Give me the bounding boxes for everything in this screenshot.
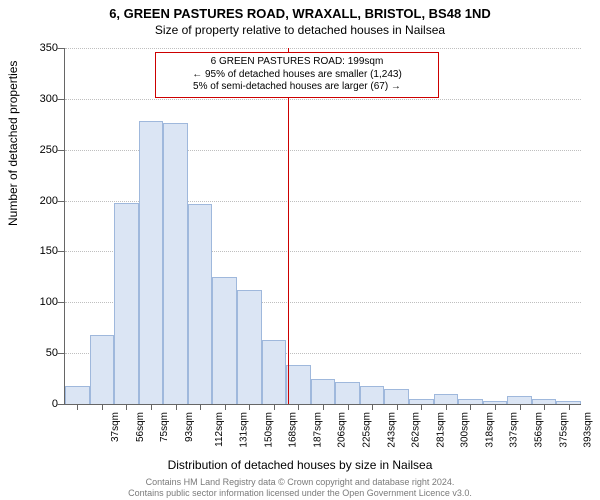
x-tick-label: 75sqm (159, 412, 170, 442)
x-tick-label: 131sqm (239, 412, 250, 448)
plot-area: 6 GREEN PASTURES ROAD: 199sqm ← 95% of d… (64, 48, 581, 405)
x-tick (372, 404, 373, 410)
y-tick-label: 250 (18, 144, 58, 156)
reference-marker-line (288, 48, 289, 404)
x-tick (323, 404, 324, 410)
x-tick (126, 404, 127, 410)
x-tick-label: 281sqm (435, 412, 446, 448)
histogram-bar (163, 123, 188, 404)
chart-footer: Contains HM Land Registry data © Crown c… (0, 477, 600, 498)
y-tick (57, 150, 65, 151)
histogram-bar (90, 335, 115, 404)
x-tick-label: 187sqm (312, 412, 323, 448)
x-tick (225, 404, 226, 410)
y-tick (57, 48, 65, 49)
x-tick (348, 404, 349, 410)
x-tick (102, 404, 103, 410)
histogram-bar (114, 203, 139, 404)
histogram-bar (384, 389, 409, 404)
x-tick (151, 404, 152, 410)
x-tick-label: 375sqm (558, 412, 569, 448)
y-tick (57, 404, 65, 405)
histogram-bar (311, 379, 336, 404)
y-tick-label: 50 (18, 347, 58, 359)
y-tick (57, 201, 65, 202)
x-tick (544, 404, 545, 410)
x-tick (495, 404, 496, 410)
x-tick (569, 404, 570, 410)
histogram-bar (262, 340, 287, 404)
x-tick-label: 225sqm (362, 412, 373, 448)
y-tick-label: 150 (18, 245, 58, 257)
histogram-bar (139, 121, 164, 404)
x-tick-label: 356sqm (534, 412, 545, 448)
x-tick-label: 318sqm (484, 412, 495, 448)
x-tick (77, 404, 78, 410)
x-tick (200, 404, 201, 410)
x-tick-label: 337sqm (509, 412, 520, 448)
x-tick-label: 37sqm (110, 412, 121, 442)
x-axis-title: Distribution of detached houses by size … (0, 458, 600, 472)
histogram-bar (434, 394, 459, 404)
y-tick-label: 200 (18, 195, 58, 207)
x-tick (446, 404, 447, 410)
y-tick-label: 100 (18, 296, 58, 308)
chart-container: 6, GREEN PASTURES ROAD, WRAXALL, BRISTOL… (0, 0, 600, 500)
annotation-line-2: ← 95% of detached houses are smaller (1,… (162, 69, 432, 82)
x-tick-label: 300sqm (460, 412, 471, 448)
y-tick-label: 300 (18, 93, 58, 105)
x-tick-label: 150sqm (263, 412, 274, 448)
chart-title-sub: Size of property relative to detached ho… (0, 21, 600, 37)
histogram-bar (286, 365, 311, 404)
grid-line (65, 99, 581, 100)
histogram-bar (335, 382, 360, 404)
x-tick (520, 404, 521, 410)
x-tick-label: 393sqm (583, 412, 594, 448)
x-tick (249, 404, 250, 410)
y-tick (57, 251, 65, 252)
x-tick (274, 404, 275, 410)
y-tick (57, 302, 65, 303)
x-tick-label: 206sqm (337, 412, 348, 448)
histogram-bar (212, 277, 237, 404)
x-tick (470, 404, 471, 410)
footer-line-2: Contains public sector information licen… (0, 488, 600, 498)
chart-title-main: 6, GREEN PASTURES ROAD, WRAXALL, BRISTOL… (0, 0, 600, 21)
x-tick-label: 243sqm (386, 412, 397, 448)
annotation-line-1: 6 GREEN PASTURES ROAD: 199sqm (162, 56, 432, 69)
x-tick-label: 56sqm (135, 412, 146, 442)
annotation-box: 6 GREEN PASTURES ROAD: 199sqm ← 95% of d… (155, 52, 439, 98)
x-tick (397, 404, 398, 410)
x-tick-label: 112sqm (213, 412, 224, 447)
y-tick (57, 353, 65, 354)
x-tick (421, 404, 422, 410)
histogram-bar (507, 396, 532, 404)
annotation-line-3: 5% of semi-detached houses are larger (6… (162, 81, 432, 94)
y-tick-label: 0 (18, 398, 58, 410)
histogram-bar (188, 204, 213, 404)
x-tick (176, 404, 177, 410)
x-tick-label: 262sqm (411, 412, 422, 448)
x-tick-label: 168sqm (288, 412, 299, 448)
x-tick-label: 93sqm (184, 412, 195, 442)
histogram-bar (237, 290, 262, 404)
grid-line (65, 48, 581, 49)
histogram-bar (360, 386, 385, 404)
histogram-bar (65, 386, 90, 404)
y-tick-label: 350 (18, 42, 58, 54)
y-tick (57, 99, 65, 100)
footer-line-1: Contains HM Land Registry data © Crown c… (0, 477, 600, 487)
x-tick (298, 404, 299, 410)
